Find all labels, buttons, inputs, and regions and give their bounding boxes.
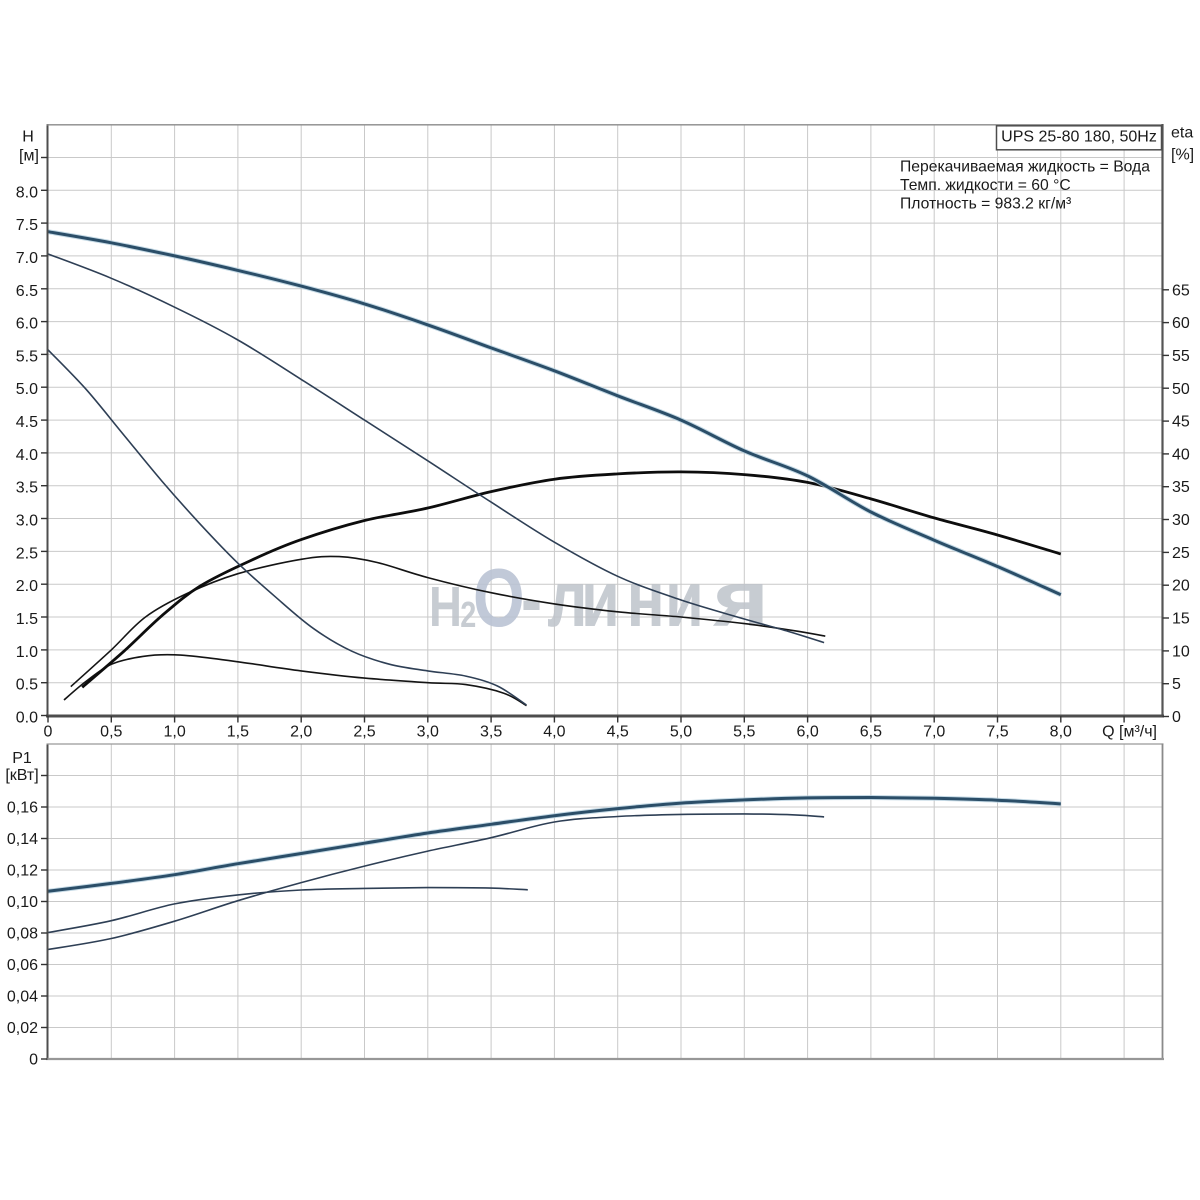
svg-text:7.0: 7.0 — [16, 250, 38, 267]
svg-text:40: 40 — [1172, 446, 1190, 463]
svg-text:2,0: 2,0 — [290, 724, 312, 741]
svg-text:0,5: 0,5 — [100, 724, 122, 741]
svg-text:2.5: 2.5 — [16, 545, 38, 562]
svg-text:0: 0 — [29, 1052, 38, 1069]
svg-text:3.5: 3.5 — [16, 480, 38, 497]
svg-text:[%]: [%] — [1171, 147, 1194, 164]
svg-text:eta: eta — [1171, 125, 1193, 142]
svg-text:2.0: 2.0 — [16, 578, 38, 595]
svg-text:3,5: 3,5 — [480, 724, 502, 741]
svg-text:Темп. жидкости = 60 °C: Темп. жидкости = 60 °C — [900, 177, 1071, 194]
svg-text:4,5: 4,5 — [607, 724, 629, 741]
svg-text:4.0: 4.0 — [16, 447, 38, 464]
svg-text:4.5: 4.5 — [16, 414, 38, 431]
svg-text:0,06: 0,06 — [7, 957, 38, 974]
svg-text:60: 60 — [1172, 315, 1190, 332]
svg-text:1,5: 1,5 — [227, 724, 249, 741]
svg-text:Перекачиваемая жидкость = Вода: Перекачиваемая жидкость = Вода — [900, 159, 1150, 176]
svg-text:1,0: 1,0 — [163, 724, 185, 741]
svg-text:0,16: 0,16 — [7, 800, 38, 817]
svg-text:4,0: 4,0 — [543, 724, 565, 741]
svg-text:35: 35 — [1172, 479, 1190, 496]
svg-text:и: и — [581, 555, 620, 643]
svg-text:я: я — [712, 554, 769, 643]
svg-text:Q [м³/ч]: Q [м³/ч] — [1102, 724, 1157, 741]
svg-text:0.5: 0.5 — [16, 677, 38, 694]
svg-text:3.0: 3.0 — [16, 513, 38, 530]
svg-text:8.0: 8.0 — [16, 184, 38, 201]
svg-text:7,0: 7,0 — [923, 724, 945, 741]
svg-text:0: 0 — [44, 724, 53, 741]
svg-text:0: 0 — [1172, 709, 1181, 726]
svg-text:3,0: 3,0 — [417, 724, 439, 741]
svg-text:H: H — [22, 129, 34, 146]
svg-text:1.5: 1.5 — [16, 611, 38, 628]
svg-text:0.0: 0.0 — [16, 710, 38, 727]
svg-text:5.5: 5.5 — [16, 348, 38, 365]
svg-text:[кВт]: [кВт] — [5, 767, 38, 784]
svg-text:0,14: 0,14 — [7, 831, 38, 848]
svg-text:45: 45 — [1172, 414, 1190, 431]
svg-text:55: 55 — [1172, 348, 1190, 365]
svg-text:5,0: 5,0 — [670, 724, 692, 741]
svg-text:1.0: 1.0 — [16, 644, 38, 661]
svg-text:0,10: 0,10 — [7, 894, 38, 911]
svg-text:H: H — [429, 574, 462, 638]
svg-text:UPS 25-80 180, 50Hz: UPS 25-80 180, 50Hz — [1001, 129, 1157, 146]
svg-text:6,0: 6,0 — [796, 724, 818, 741]
svg-text:[м]: [м] — [19, 148, 39, 165]
svg-text:P1: P1 — [12, 750, 32, 767]
svg-text:25: 25 — [1172, 545, 1190, 562]
svg-text:6.0: 6.0 — [16, 316, 38, 333]
svg-text:и: и — [665, 555, 704, 643]
svg-text:5,5: 5,5 — [733, 724, 755, 741]
svg-text:0,08: 0,08 — [7, 926, 38, 943]
svg-text:5.0: 5.0 — [16, 381, 38, 398]
svg-text:5: 5 — [1172, 676, 1181, 693]
svg-text:0,04: 0,04 — [7, 989, 38, 1006]
svg-text:н: н — [627, 555, 665, 643]
svg-text:Плотность = 983.2 кг/м³: Плотность = 983.2 кг/м³ — [900, 196, 1071, 213]
svg-text:2,5: 2,5 — [353, 724, 375, 741]
svg-text:10: 10 — [1172, 643, 1190, 660]
svg-text:65: 65 — [1172, 282, 1190, 299]
svg-text:6.5: 6.5 — [16, 283, 38, 300]
svg-text:2: 2 — [460, 594, 476, 635]
svg-text:30: 30 — [1172, 512, 1190, 529]
svg-text:0,02: 0,02 — [7, 1020, 38, 1037]
svg-text:8,0: 8,0 — [1050, 724, 1072, 741]
svg-text:л: л — [547, 555, 587, 643]
svg-text:6,5: 6,5 — [860, 724, 882, 741]
svg-text:7,5: 7,5 — [986, 724, 1008, 741]
svg-text:20: 20 — [1172, 578, 1190, 595]
svg-text:7.5: 7.5 — [16, 217, 38, 234]
svg-text:15: 15 — [1172, 611, 1190, 628]
svg-text:0,12: 0,12 — [7, 863, 38, 880]
svg-text:50: 50 — [1172, 381, 1190, 398]
